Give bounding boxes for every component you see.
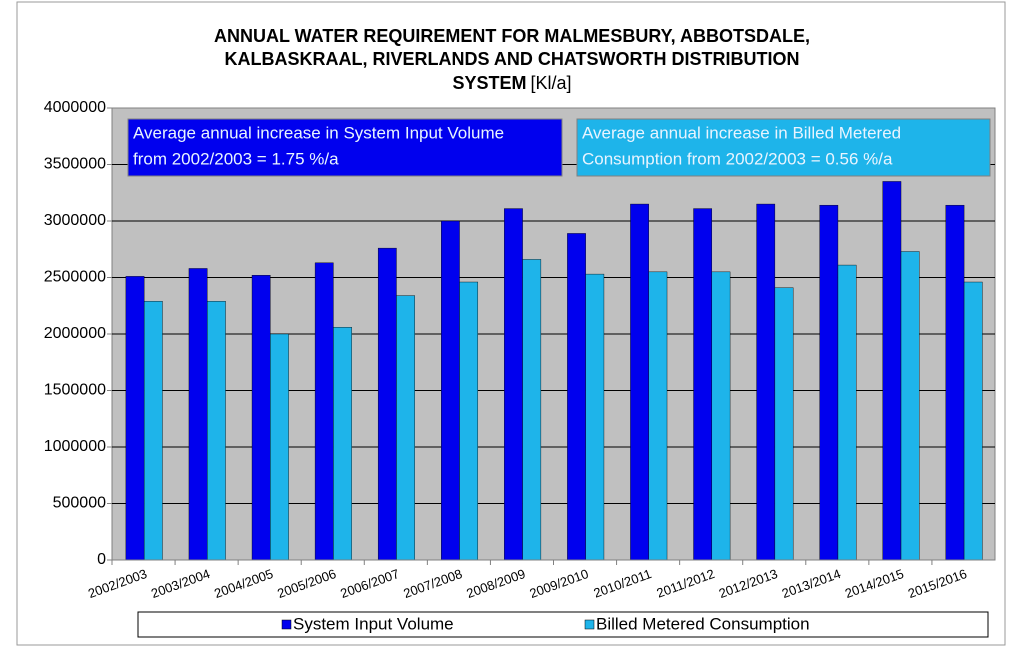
- legend-swatch: [584, 619, 595, 630]
- title-line: KALBASKRAAL, RIVERLANDS AND CHATSWORTH D…: [225, 49, 800, 69]
- legend-swatch: [281, 619, 292, 630]
- bar: [522, 259, 542, 561]
- bar: [314, 262, 334, 561]
- y-tick-label: 2500000: [44, 269, 106, 286]
- y-tick-label: 3000000: [44, 212, 106, 229]
- y-tick-label: 2000000: [44, 325, 106, 342]
- y-tick-label: 3500000: [44, 156, 106, 173]
- bar: [819, 204, 839, 561]
- bar: [774, 287, 794, 561]
- annotation-text: Consumption from 2002/2003 = 0.56 %/a: [582, 149, 893, 168]
- annotation-box: [576, 118, 991, 177]
- bar: [945, 204, 965, 561]
- y-tick-label: 0: [97, 551, 106, 568]
- bar: [396, 295, 415, 561]
- y-tick-label: 4000000: [44, 99, 106, 116]
- title-line: SYSTEM: [452, 73, 526, 93]
- title-line: ANNUAL WATER REQUIREMENT FOR MALMESBURY,…: [214, 26, 810, 46]
- bar: [756, 203, 776, 561]
- annotation-text: Average annual increase in System Input …: [133, 123, 504, 142]
- bar: [143, 301, 163, 561]
- bar: [882, 181, 902, 561]
- chart-title: SYSTEM [Kl/a]: [452, 73, 571, 93]
- bar: [188, 268, 208, 561]
- bar: [504, 208, 523, 561]
- bar: [125, 276, 145, 561]
- annotation-text: from 2002/2003 = 1.75 %/a: [133, 149, 339, 168]
- bar: [837, 264, 857, 561]
- y-tick-label: 500000: [53, 495, 106, 512]
- title-unit: [Kl/a]: [530, 73, 571, 93]
- chart-title: KALBASKRAAL, RIVERLANDS AND CHATSWORTH D…: [225, 49, 800, 69]
- y-tick-label: 1000000: [44, 438, 106, 455]
- bar: [900, 251, 920, 561]
- bar: [377, 247, 397, 561]
- bar: [441, 220, 460, 561]
- chart-title: ANNUAL WATER REQUIREMENT FOR MALMESBURY,…: [214, 26, 810, 46]
- bar: [270, 333, 289, 561]
- bar: [693, 208, 713, 561]
- bar: [963, 281, 983, 561]
- bar: [333, 327, 352, 561]
- bar: [585, 273, 605, 561]
- bar: [567, 233, 586, 561]
- annotation-box: [127, 118, 563, 177]
- bar: [251, 275, 271, 561]
- bar: [207, 301, 226, 561]
- annotation-text: Average annual increase in Billed Metere…: [582, 123, 901, 142]
- bar: [459, 281, 479, 561]
- legend-label: Billed Metered Consumption: [596, 614, 810, 633]
- bar: [648, 271, 668, 561]
- bar: [711, 271, 731, 561]
- legend-box: [137, 611, 989, 638]
- legend-label: System Input Volume: [293, 614, 454, 633]
- y-tick-label: 1500000: [44, 382, 106, 399]
- bar: [630, 203, 649, 561]
